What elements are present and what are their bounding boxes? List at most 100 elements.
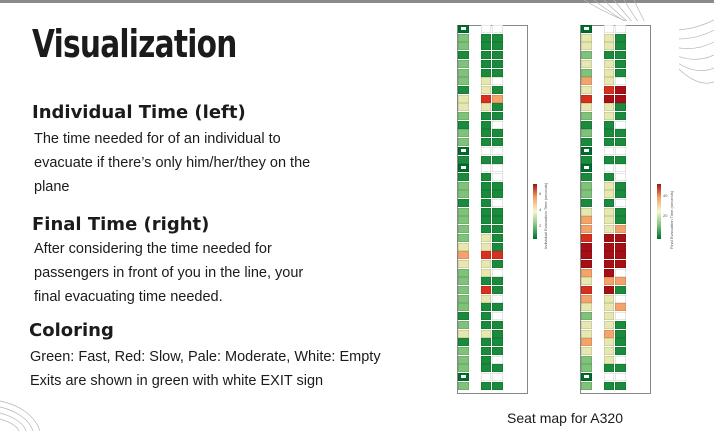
left-seat-cell [480,68,492,77]
right-seat-cell [603,120,615,129]
right-empty-seat [615,268,626,277]
right-seat-cell [603,364,615,373]
left-seat-cell [492,155,503,164]
left-seat-cell [492,251,503,260]
right-empty-seat [603,146,615,155]
left-seat-cell [458,312,469,321]
left-seat-cell [492,277,503,286]
coloring-heading: Coloring [29,320,114,341]
right-seat-cell [581,259,592,268]
left-colorbar-tick: 6 [539,191,542,196]
right-seat-cell [603,346,615,355]
left-seat-cell [480,312,492,321]
final-time-description: After considering the time needed for pa… [34,237,354,309]
left-seat-cell [480,129,492,138]
slide-title: Visualization [32,22,237,66]
left-seat-cell [480,51,492,60]
right-colorbar-tick: 40 [663,193,668,198]
right-seat-cell [603,268,615,277]
exit-sign [584,166,589,170]
right-seat-cell [615,259,626,268]
right-seat-cell [581,51,592,60]
left-seat-cell [492,320,503,329]
right-empty-seat [603,25,615,34]
left-seat-cell [492,181,503,190]
right-seat-cell [615,155,626,164]
right-seat-cell [615,225,626,234]
left-seat-cell [480,225,492,234]
right-seat-cell [615,181,626,190]
right-seat-cell [581,120,592,129]
individual-line-3: plane [34,179,70,195]
right-seat-cell [581,103,592,112]
right-seat-cell [603,51,615,60]
right-seat-cell [581,68,592,77]
left-empty-seat [492,77,503,86]
right-empty-seat [615,25,626,34]
left-seat-cell [480,120,492,129]
right-seat-cell [603,103,615,112]
left-seat-cell [480,190,492,199]
right-seat-cell [581,172,592,181]
right-seat-cell [615,51,626,60]
right-seat-cell [581,199,592,208]
left-seat-cell [458,286,469,295]
left-empty-seat [492,172,503,181]
left-seat-cell [492,207,503,216]
left-empty-seat [492,146,503,155]
left-seat-cell [492,381,503,390]
left-seat-cell [458,233,469,242]
top-accent-bar [0,0,714,3]
seat-map-caption: Seat map for A320 [507,410,623,426]
individual-time-heading: Individual Time (left) [32,102,246,123]
right-exit-cell [581,25,592,34]
left-seat-cell [480,77,492,86]
left-seat-cell [492,138,503,147]
right-seat-cell [603,312,615,321]
left-seat-cell [480,259,492,268]
right-seat-cell [615,277,626,286]
left-seat-cell [492,33,503,42]
left-seat-cell [480,364,492,373]
right-seat-cell [581,59,592,68]
left-seat-cell [480,277,492,286]
decorative-lines-bottom-left [0,400,41,431]
right-seat-cell [603,85,615,94]
left-seat-cell [480,242,492,251]
left-seat-cell [458,172,469,181]
left-seat-cell [480,94,492,103]
right-seat-cell [581,286,592,295]
right-seat-cell [615,329,626,338]
exit-sign [461,27,466,30]
left-seat-cell [492,329,503,338]
right-seat-cell [581,268,592,277]
left-seat-cell [492,68,503,77]
right-seat-cell [581,233,592,242]
left-seat-cell [458,381,469,390]
right-seat-cell [581,138,592,147]
left-seat-cell [492,259,503,268]
left-empty-seat [492,373,503,382]
left-seat-cell [458,251,469,260]
right-seat-cell [603,286,615,295]
right-seat-cell [615,364,626,373]
left-seat-cell [458,242,469,251]
left-seat-cell [480,112,492,121]
left-seat-cell [458,190,469,199]
right-seat-cell [581,242,592,251]
left-seat-cell [480,329,492,338]
right-seat-cell [581,85,592,94]
left-seat-cell [492,225,503,234]
final-line-3: final evacuating time needed. [34,289,223,305]
final-line-1: After considering the time needed for [34,241,272,257]
right-empty-seat [615,164,626,173]
left-colorbar-tick: 4 [539,207,542,212]
left-seat-cell [458,268,469,277]
right-seat-cell [615,33,626,42]
left-seat-cell [492,303,503,312]
left-seat-cell [480,338,492,347]
left-seat-cell [480,42,492,51]
right-seat-cell [581,329,592,338]
right-seat-cell [603,181,615,190]
right-empty-seat [615,199,626,208]
